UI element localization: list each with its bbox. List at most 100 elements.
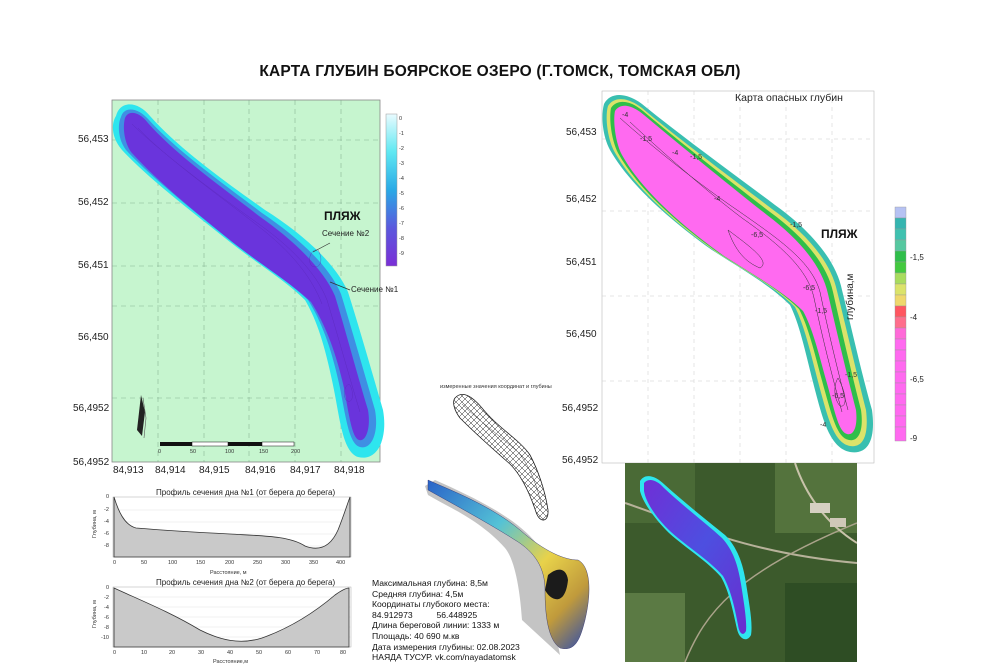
contour-label: -6,5	[803, 285, 816, 292]
profile2-ytick: -4	[104, 605, 109, 611]
map2-lat-label: 56,4952	[562, 455, 599, 466]
danger-zone-deep	[614, 105, 857, 435]
max-depth: Максимальная глубина: 8,5м	[372, 578, 488, 588]
measurement-wireframe	[453, 394, 549, 521]
map2-lat-label: 56,453	[566, 127, 597, 138]
map2-legend-bar	[894, 206, 907, 442]
profile1-xtick: 300	[281, 560, 291, 566]
coords-value: 84.912973 56.448925	[372, 609, 478, 620]
avg-depth: Средняя глубина: 4,5м	[372, 588, 464, 599]
contour-label: -4	[622, 112, 629, 119]
map1-legend-value: -4	[399, 176, 404, 182]
profile2-xtick: 80	[340, 650, 347, 656]
map1-lon-label: 84,917	[290, 465, 321, 476]
scale-label: 0	[158, 449, 162, 455]
map1-legend-value: -5	[399, 191, 404, 197]
map1-lon-label: 84,914	[155, 465, 186, 476]
profile1-ytick: -2	[104, 507, 109, 513]
section-2-line	[312, 242, 331, 253]
coords-title: Координаты глубокого места:	[372, 599, 490, 610]
contour-label: -4	[672, 150, 679, 157]
map1-legend-value: -1	[399, 131, 404, 137]
profile2-xtick: 70	[314, 650, 321, 656]
profile2-xtick: 40	[227, 650, 234, 656]
contour-label: -1,5	[640, 136, 653, 143]
contour-label: -6,5	[751, 232, 764, 239]
scale-label: 100	[225, 449, 235, 455]
map1-beach-label: ПЛЯЖ	[324, 209, 361, 223]
profile2-ytick: -6	[104, 615, 109, 621]
map1-lat-label: 56,452	[78, 197, 109, 208]
profile2-xtick: 10	[141, 650, 148, 656]
map1-lon-label: 84,916	[245, 465, 276, 476]
section-1-label: Сечение №1	[351, 285, 399, 294]
profile2-xtick: 30	[198, 650, 205, 656]
contour-label: -1,5	[845, 372, 858, 379]
map1-legend-value: -8	[399, 236, 404, 242]
profile2-xtick: 60	[285, 650, 292, 656]
map1-lon-label: 84,913	[113, 465, 144, 476]
profile1-area	[113, 496, 351, 558]
profile2-xlabel: Расстояние,м	[213, 659, 249, 665]
profile2-xtick: 0	[113, 650, 117, 656]
measurement-wireframe-inner	[461, 403, 543, 509]
page-title: КАРТА ГЛУБИН БОЯРСКОЕ ОЗЕРО (Г.ТОМСК, ТО…	[259, 63, 741, 80]
section-1-line	[329, 281, 351, 291]
map2-legend-value: -4	[910, 313, 918, 322]
map1-legend-value: -3	[399, 161, 404, 167]
map2-beach-label: ПЛЯЖ	[821, 227, 858, 241]
satellite-photo	[625, 463, 857, 662]
map2-title: Карта опасных глубин	[735, 92, 843, 104]
profile2-ytick: -2	[104, 595, 109, 601]
contour-label: -1,5	[690, 154, 703, 161]
lake-depth-deep	[123, 112, 369, 441]
measurement-date: Дата измерения глубины: 02.08.2023	[372, 641, 520, 652]
map1-legend-value: -2	[399, 146, 404, 152]
map1-lat-label: 56,4952	[73, 457, 110, 468]
lake-contours	[131, 123, 361, 413]
profile2-ytick: 0	[106, 585, 110, 591]
profile1-ytick: -4	[104, 519, 109, 525]
map1-lon-label: 84,918	[334, 465, 365, 476]
scale-label: 200	[291, 449, 301, 455]
map2-lat-label: 56,452	[566, 194, 597, 205]
profile1-ytick: -8	[104, 543, 109, 549]
profile1-xtick: 0	[113, 560, 117, 566]
map2-lat-label: 56,451	[566, 257, 597, 268]
surface-3d-wall	[425, 480, 560, 655]
map1-legend-value: -6	[399, 206, 404, 212]
map1-legend-bar	[385, 113, 398, 267]
scale-label: 50	[190, 449, 197, 455]
profile2-ytick: -8	[104, 625, 109, 631]
profile1-xtick: 400	[336, 560, 346, 566]
north-arrow-icon	[137, 395, 147, 439]
scale-bar	[160, 441, 295, 447]
profile1-xlabel: Расстояние, м	[210, 570, 247, 576]
profile1-xtick: 150	[196, 560, 206, 566]
profile1-xtick: 100	[168, 560, 178, 566]
map2-contours	[619, 117, 849, 413]
wireframe-label: измеренные значения координат и глубины	[440, 384, 552, 390]
shoreline-length: Длина береговой линии: 1333 м	[372, 620, 500, 631]
scale-label: 150	[259, 449, 269, 455]
contour-label: -4	[820, 422, 827, 429]
map1-lon-label: 84,915	[199, 465, 230, 476]
map1-lat-label: 56,451	[78, 260, 109, 271]
map2-legend-value: -9	[910, 434, 918, 443]
profile2-area	[113, 587, 350, 648]
map1-legend-value: 0	[399, 116, 403, 122]
section-2-label: Сечение №2	[322, 229, 370, 238]
map1-legend-value: -7	[399, 221, 404, 227]
contour-label: -6,5	[832, 393, 845, 400]
profile1-ytick: -6	[104, 531, 109, 537]
profile1-xtick: 250	[253, 560, 263, 566]
contour-label: -1,5	[815, 308, 828, 315]
profile2-ytick: -10	[101, 635, 109, 641]
map2-legend-value: -1,5	[910, 253, 924, 262]
map1-lat-label: 56,4952	[73, 403, 110, 414]
map2-lat-label: 56,450	[566, 329, 597, 340]
profile1-xtick: 50	[141, 560, 148, 566]
